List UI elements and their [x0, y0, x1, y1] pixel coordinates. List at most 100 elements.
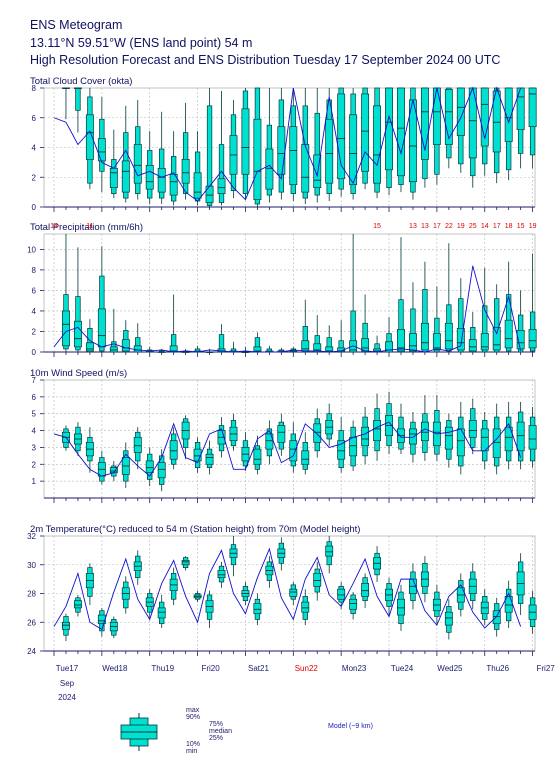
ens-box-25-75 [313, 423, 322, 443]
hres-line [53, 86, 522, 202]
ens-box [85, 427, 94, 473]
ens-box-25-75 [277, 126, 286, 175]
y-tick-label: 3 [32, 443, 37, 452]
ens-box-25-75 [133, 144, 142, 184]
ens-box-25-75 [361, 583, 370, 597]
ens-box [325, 403, 334, 446]
panel-1: Total Precipitation (mm/6h) 0 2 4 6 8 10 14 11 15… [27, 222, 537, 357]
ens-box-25-75 [361, 338, 370, 352]
ens-box [85, 88, 94, 190]
ens-box-25-75 [301, 601, 310, 613]
legend-max-label: max [186, 707, 200, 714]
location-line: 13.11°N 59.51°W (ENS land point) 54 m [30, 36, 253, 50]
ens-box-25-75 [492, 428, 501, 458]
ens-box [349, 592, 358, 620]
ens-box [432, 395, 441, 461]
ens-box-25-75 [121, 339, 130, 352]
ens-box [265, 88, 274, 203]
ens-box-25-75 [289, 440, 298, 462]
ens-box [480, 412, 489, 470]
ens-box [253, 435, 262, 475]
ens-box [145, 131, 154, 205]
ens-box [133, 427, 142, 470]
ens-box [109, 460, 118, 482]
ens-box-25-75 [444, 322, 453, 350]
ens-box [504, 580, 513, 628]
ens-box [193, 345, 202, 353]
ens-box [289, 422, 298, 473]
ens-box-25-75 [73, 320, 82, 348]
box-legend: max 90% 75% median 25% 10% min Model (~9… [120, 707, 373, 755]
ens-box-25-75 [313, 343, 322, 353]
y-tick-label: 4 [32, 307, 37, 316]
ens-box [373, 393, 382, 461]
y-tick-label: 6 [32, 393, 37, 402]
ens-box-25-75 [313, 154, 322, 189]
ens-box [492, 597, 501, 637]
ens-box-25-75 [217, 570, 226, 579]
y-tick-label: 8 [32, 266, 37, 275]
ens-box-25-75 [361, 426, 370, 447]
ens-box [480, 87, 489, 176]
ens-box [504, 261, 513, 352]
ens-box [205, 440, 214, 475]
ens-box-25-75 [444, 611, 453, 626]
ens-box-25-75 [85, 342, 94, 352]
ens-box [385, 317, 393, 353]
ens-box [277, 537, 286, 571]
ens-box [62, 87, 70, 120]
ens-box [468, 311, 477, 353]
ens-box-25-75 [181, 159, 190, 184]
precip-max-label: 19 [457, 223, 465, 230]
ens-box-25-75 [145, 460, 154, 474]
ens-box [444, 87, 453, 169]
ens-box-25-75 [73, 600, 82, 609]
y-tick-label: 10 [27, 245, 36, 254]
ens-box [157, 594, 166, 628]
ens-box-25-75 [492, 90, 501, 153]
ens-box-25-75 [62, 621, 70, 630]
ens-box [97, 450, 106, 485]
ens-box [62, 234, 70, 352]
precip-max-label: 17 [433, 223, 441, 230]
ens-box [361, 573, 370, 608]
ens-box-25-75 [397, 598, 405, 616]
ens-box-25-75 [289, 588, 298, 597]
ens-box [193, 131, 202, 206]
ens-box [157, 449, 166, 492]
ens-box-25-75 [409, 428, 417, 445]
ens-box-25-75 [289, 126, 298, 186]
ens-box [349, 420, 358, 472]
ens-box-10-90 [398, 299, 404, 353]
y-tick-label: 32 [27, 532, 36, 541]
ens-box-25-75 [169, 440, 178, 460]
y-tick-label: 30 [27, 561, 36, 570]
day-label: Tue17 [56, 664, 79, 673]
ens-box-25-75 [468, 420, 477, 438]
ens-box-10-90 [482, 305, 488, 353]
ens-box [468, 87, 477, 188]
ens-box-25-75 [432, 333, 441, 351]
ens-box-25-75 [205, 453, 214, 465]
ens-box-25-75 [337, 347, 346, 353]
y-tick-label: 6 [32, 114, 37, 123]
ens-box [85, 563, 94, 605]
ens-box [325, 536, 334, 574]
ens-box [397, 87, 405, 193]
ens-box-25-75 [133, 436, 142, 453]
ens-box-25-75 [373, 105, 382, 184]
ens-box-25-75 [492, 327, 501, 351]
day-label: Fri27 [536, 664, 555, 673]
ens-box [229, 99, 238, 199]
precip-max-label: 19 [529, 223, 537, 230]
ens-box [169, 567, 178, 605]
ens-box [109, 616, 118, 639]
ens-box [420, 87, 429, 188]
ens-box [420, 261, 429, 353]
ens-box [289, 582, 298, 605]
y-tick-label: 0 [32, 348, 37, 357]
ens-box-10-90 [206, 105, 213, 206]
ens-box [337, 582, 346, 610]
day-label: Thu26 [486, 664, 509, 673]
ens-box-25-75 [397, 329, 405, 352]
